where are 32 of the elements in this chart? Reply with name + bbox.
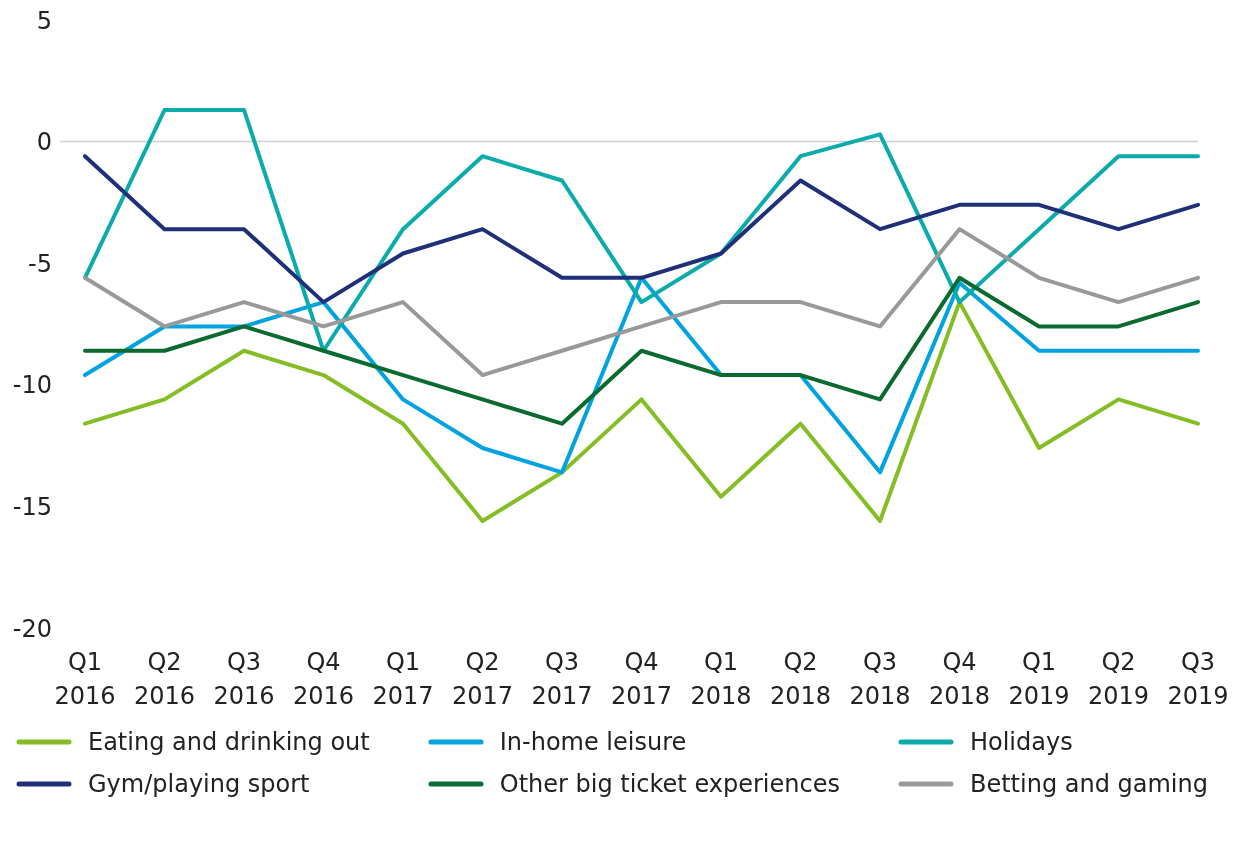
x-tick-label: Q3 2016 xyxy=(213,648,275,710)
x-tick-label: Q4 2018 xyxy=(928,648,991,710)
y-tick-label: -15 xyxy=(12,492,52,521)
y-tick-label: -5 xyxy=(28,249,52,278)
x-tick-label: Q4 2016 xyxy=(292,648,355,710)
line-series xyxy=(83,300,1200,523)
x-tick-label: Q3 2019 xyxy=(1167,648,1229,710)
line-series xyxy=(83,227,1200,378)
x-tick-label: Q1 2019 xyxy=(1008,648,1070,710)
x-tick-label: Q1 2017 xyxy=(372,648,434,710)
y-tick-label: 0 xyxy=(36,128,52,157)
x-tick-label: Q2 2016 xyxy=(133,648,196,710)
x-tick-label: Q1 2016 xyxy=(54,648,116,710)
x-tick-label: Q3 2018 xyxy=(849,648,911,710)
x-tick-label: Q4 2017 xyxy=(610,648,673,710)
legend-label: Gym/playing sport xyxy=(88,770,310,798)
x-tick-label: Q3 2017 xyxy=(531,648,593,710)
x-tick-label: Q1 2018 xyxy=(690,648,752,710)
line-series xyxy=(83,107,1200,353)
y-tick-label: 5 xyxy=(36,6,52,35)
y-tick-label: -10 xyxy=(12,371,52,400)
y-tick-label: -20 xyxy=(12,614,52,643)
legend-label: Holidays xyxy=(969,728,1073,756)
x-tick-label: Q2 2017 xyxy=(451,648,514,710)
x-tick-label: Q2 2019 xyxy=(1087,648,1150,710)
legend-label: Betting and gaming xyxy=(969,770,1208,798)
legend-label: Other big ticket experiences xyxy=(499,770,840,798)
line-series xyxy=(83,275,1200,426)
x-tick-label: Q2 2018 xyxy=(769,648,832,710)
legend-label: In-home leisure xyxy=(499,728,687,756)
legend-label: Eating and drinking out xyxy=(88,728,370,756)
line-series xyxy=(83,154,1200,305)
